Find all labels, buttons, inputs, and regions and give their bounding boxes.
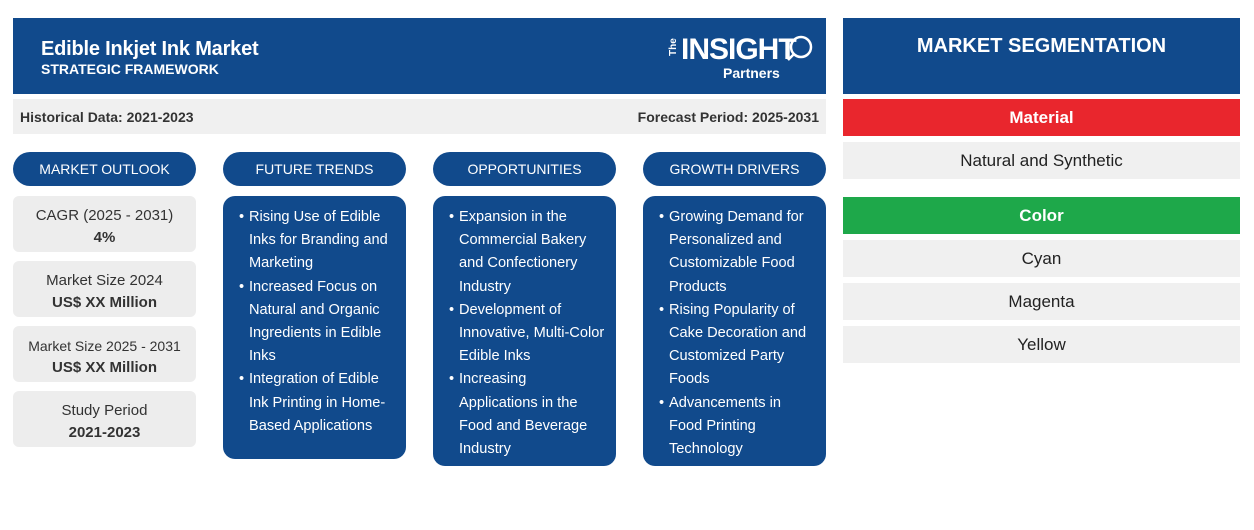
stat-label: Market Size 2025 - 2031 [28, 338, 181, 354]
segment-item: Yellow [843, 326, 1240, 363]
market-segmentation-heading: MARKET SEGMENTATION [843, 18, 1240, 94]
historical-data-label: Historical Data: 2021-2023 [20, 109, 194, 125]
market-size-2024-card: Market Size 2024 US$ XX Million [13, 261, 196, 317]
stat-value: 2021-2023 [68, 424, 141, 441]
segment-item: Magenta [843, 283, 1240, 320]
segment-item: Cyan [843, 240, 1240, 277]
list-item: Increasing Applications in the Food and … [449, 368, 608, 461]
market-size-forecast-card: Market Size 2025 - 2031 US$ XX Million [13, 326, 196, 382]
forecast-period-label: Forecast Period: 2025-2031 [637, 109, 819, 125]
study-period-card: Study Period 2021-2023 [13, 391, 196, 447]
stat-value: 4% [93, 229, 116, 246]
list-item: Rising Use of Edible Inks for Branding a… [239, 206, 398, 276]
logo-partners-text: Partners [723, 65, 780, 81]
list-item: Expansion in the Commercial Bakery and C… [449, 206, 608, 299]
stat-value: US$ XX Million [51, 294, 157, 311]
list-item: Rising Popularity of Cake Decoration and… [659, 299, 818, 392]
logo-the-text: The [668, 38, 679, 56]
logo-insight-text: INSIGHT [681, 33, 797, 66]
list-item: Growing Demand for Personalized and Cust… [659, 206, 818, 299]
list-item: Advancements in Food Printing Technology [659, 392, 818, 462]
segment-item: Natural and Synthetic [843, 142, 1240, 179]
stat-label: Market Size 2024 [46, 272, 163, 289]
list-item: Development of Innovative, Multi-Color E… [449, 299, 608, 369]
stat-value: US$ XX Million [51, 359, 157, 376]
insight-partners-logo: The INSIGHT Partners [668, 34, 818, 84]
logo-circle-icon [787, 35, 813, 61]
segment-category-color: Color [843, 197, 1240, 234]
market-outlook-heading: MARKET OUTLOOK [13, 152, 196, 186]
opportunities-heading: OPPORTUNITIES [433, 152, 616, 186]
future-trends-heading: FUTURE TRENDS [223, 152, 406, 186]
stat-label: CAGR (2025 - 2031) [35, 207, 174, 224]
growth-drivers-heading: GROWTH DRIVERS [643, 152, 826, 186]
list-item: Increased Focus on Natural and Organic I… [239, 276, 398, 369]
future-trends-card: Rising Use of Edible Inks for Branding a… [223, 196, 406, 459]
opportunities-card: Expansion in the Commercial Bakery and C… [433, 196, 616, 466]
cagr-stat-card: CAGR (2025 - 2031) 4% [13, 196, 196, 252]
header-banner: Edible Inkjet Ink Market STRATEGIC FRAME… [13, 18, 826, 94]
page-title: Edible Inkjet Ink Market [41, 38, 259, 60]
segment-category-material: Material [843, 99, 1240, 136]
growth-drivers-card: Growing Demand for Personalized and Cust… [643, 196, 826, 466]
list-item: Integration of Edible Ink Printing in Ho… [239, 368, 398, 438]
stat-label: Study Period [61, 402, 148, 419]
period-bar: Historical Data: 2021-2023 Forecast Peri… [13, 99, 826, 134]
page-subtitle: STRATEGIC FRAMEWORK [41, 61, 219, 77]
